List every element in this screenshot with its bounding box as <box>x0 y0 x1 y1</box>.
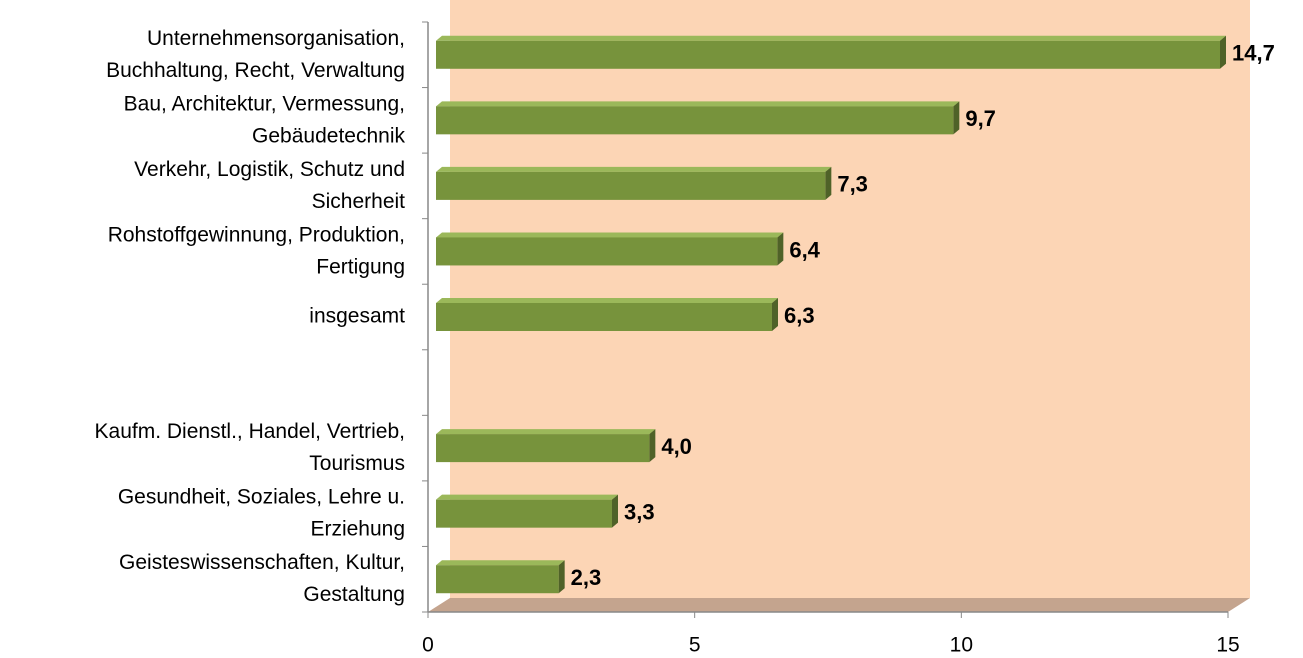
value-label: 6,4 <box>789 237 820 262</box>
bar-top <box>436 298 778 303</box>
bar <box>436 565 559 594</box>
y-tick-label: Geisteswissenschaften, Kultur, Gestaltung <box>119 551 405 606</box>
bar-side <box>649 429 656 463</box>
value-label: 6,3 <box>784 303 815 328</box>
bar-side <box>558 560 565 594</box>
bar-top <box>436 35 1226 41</box>
y-tick-label: Verkehr, Logistik, Schutz und Sicherheit <box>134 157 405 212</box>
bar-side <box>953 101 960 135</box>
bar-side <box>825 166 832 200</box>
x-tick-label: 15 <box>1216 634 1239 657</box>
bar-top <box>436 101 960 107</box>
y-tick-label: Unternehmensorganisation, Buchhaltung, Re… <box>106 26 405 81</box>
y-tick-label: Bau, Architektur, Vermessung, Gebäudetech… <box>124 92 406 147</box>
x-tick-label: 5 <box>689 634 701 657</box>
floor <box>428 598 1250 612</box>
bar <box>436 499 612 528</box>
y-tick-label: Rohstoffgewinnung, Produktion, Fertigung <box>108 223 405 278</box>
y-tick-label: Gesundheit, Soziales, Lehre u. Erziehung <box>118 485 405 540</box>
value-label: 14,7 <box>1232 41 1275 66</box>
bar-side <box>612 494 618 528</box>
value-label: 9,7 <box>965 106 996 131</box>
bar <box>436 171 826 200</box>
y-tick-label: insgesamt <box>309 305 405 328</box>
bar-top <box>436 166 832 172</box>
y-tick-label: Kaufm. Dienstl., Handel, Vertrieb, Touris… <box>95 420 405 475</box>
bar <box>436 40 1220 69</box>
x-tick-label: 0 <box>422 634 434 657</box>
bar <box>436 237 778 266</box>
value-label: 3,3 <box>624 499 655 524</box>
bar <box>436 434 650 463</box>
bar-side <box>777 232 784 266</box>
bar-top <box>436 429 656 435</box>
bar-top <box>436 560 565 566</box>
bar-top <box>436 232 784 238</box>
value-label: 4,0 <box>661 434 692 459</box>
x-tick-label: 10 <box>950 634 973 657</box>
bar-top <box>436 494 618 500</box>
bar <box>436 106 954 135</box>
bar-side <box>1220 35 1226 69</box>
bar <box>436 303 772 331</box>
bar-side <box>772 298 778 331</box>
value-label: 7,3 <box>837 172 868 197</box>
value-label: 2,3 <box>571 565 602 590</box>
